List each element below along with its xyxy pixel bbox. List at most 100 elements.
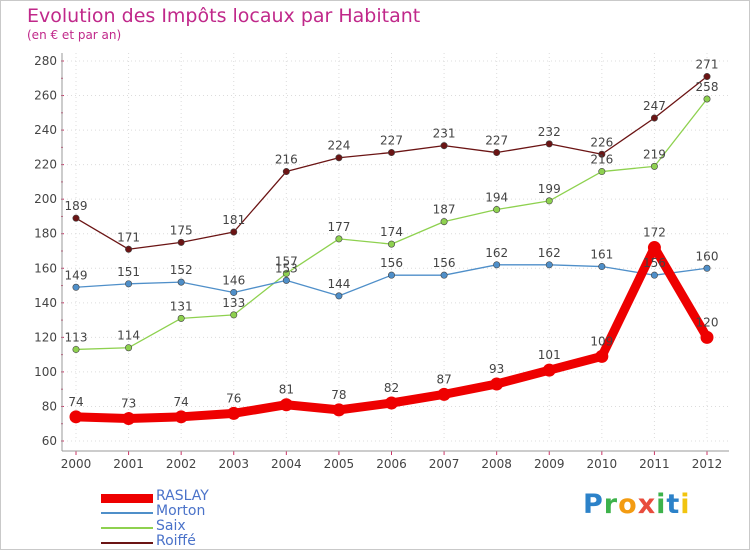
data-label-roiffe-2009: 232 [538,125,561,139]
data-label-raslay-2008: 93 [489,362,504,376]
point-roiffe-2012 [703,73,711,81]
point-raslay-2001 [122,412,136,426]
point-roiffe-2001 [125,245,133,253]
proxiti-logo: Proxiti [583,489,691,520]
y-tick-label-260: 260 [34,89,57,103]
point-morton-2001 [125,280,133,288]
point-saix-2012 [703,95,711,103]
x-tick-label-2005: 2005 [324,457,355,471]
data-label-raslay-2004: 81 [279,383,294,397]
legend-swatch-raslay [101,493,153,503]
x-tick-label-2009: 2009 [534,457,565,471]
point-raslay-2002 [174,410,188,424]
point-raslay-2000 [69,410,83,424]
point-morton-2008 [493,261,501,269]
y-tick-label-200: 200 [34,192,57,206]
data-label-saix-2009: 199 [538,182,561,196]
data-label-saix-2008: 194 [485,191,508,205]
point-raslay-2010 [595,349,609,363]
point-morton-2010 [598,263,606,271]
data-label-saix-2002: 131 [170,299,193,313]
series-lines [69,73,714,426]
point-saix-2004 [282,269,290,277]
data-label-roiffe-2003: 181 [222,213,245,227]
y-tick-label-240: 240 [34,123,57,137]
chart-subtitle: (en € et par an) [27,28,122,42]
y-tick-label-180: 180 [34,227,57,241]
point-roiffe-2008 [493,149,501,157]
x-tick-label-2008: 2008 [481,457,512,471]
legend-swatch-roiffe [101,542,153,544]
data-label-morton-2006: 156 [380,256,403,270]
point-roiffe-2007 [440,142,448,150]
data-label-morton-2002: 152 [170,263,193,277]
data-label-roiffe-2012: 271 [696,58,719,72]
y-tick-label-280: 280 [34,54,57,68]
point-morton-2012 [703,264,711,272]
point-roiffe-2006 [387,149,395,157]
data-label-saix-2006: 174 [380,225,403,239]
data-label-saix-2012: 258 [696,80,719,94]
data-label-raslay-2005: 78 [331,388,346,402]
point-morton-2006 [387,271,395,279]
data-label-morton-2000: 149 [65,268,88,282]
point-morton-2000 [72,283,80,291]
data-label-morton-2005: 144 [327,277,350,291]
point-roiffe-2010 [598,150,606,158]
point-saix-2007 [440,218,448,226]
data-label-roiffe-2008: 227 [485,134,508,148]
y-tick-label-140: 140 [34,296,57,310]
data-label-saix-2007: 187 [433,203,456,217]
x-tick-label-2001: 2001 [113,457,144,471]
point-saix-2010 [598,168,606,176]
data-label-saix-2001: 114 [117,329,140,343]
point-saix-2003 [230,311,238,319]
data-label-roiffe-2007: 231 [433,127,456,141]
point-roiffe-2009 [545,140,553,148]
y-tick-label-220: 220 [34,158,57,172]
point-roiffe-2002 [177,238,185,246]
x-tick-label-2000: 2000 [61,457,92,471]
data-label-morton-2003: 146 [222,273,245,287]
data-labels: 189 171 175 181 216 224 227 231 227 232 226 247 271 1… [65,58,719,411]
x-tick-label-2011: 2011 [639,457,670,471]
point-roiffe-2011 [650,114,658,122]
data-label-raslay-2010: 109 [590,334,613,348]
point-morton-2004 [282,276,290,284]
point-saix-2001 [125,344,133,352]
point-raslay-2009 [542,363,556,377]
data-label-raslay-2012: 120 [696,315,719,329]
point-saix-2000 [72,345,80,353]
point-saix-2006 [387,240,395,248]
data-label-saix-2004: 157 [275,254,298,268]
data-label-raslay-2000: 74 [68,395,83,409]
x-tick-label-2007: 2007 [429,457,460,471]
data-label-morton-2011: 156 [643,256,666,270]
point-raslay-2004 [279,398,293,412]
data-label-saix-2003: 133 [222,296,245,310]
data-label-morton-2009: 162 [538,246,561,260]
data-label-roiffe-2002: 175 [170,223,193,237]
data-label-raslay-2002: 74 [174,395,189,409]
chart-title: Evolution des Impôts locaux par Habitant [27,5,421,27]
point-raslay-2007 [437,387,451,401]
data-label-raslay-2007: 87 [436,372,451,386]
point-raslay-2008 [490,377,504,391]
legend-label-saix: Saix [156,518,186,534]
data-label-saix-2000: 113 [65,330,88,344]
data-label-raslay-2006: 82 [384,381,399,395]
data-label-morton-2004: 153 [275,261,298,275]
data-label-morton-2008: 162 [485,246,508,260]
data-label-morton-2010: 161 [590,248,613,262]
data-label-roiffe-2010: 226 [590,135,613,149]
point-raslay-2003 [227,406,241,420]
point-saix-2005 [335,235,343,243]
x-tick-label-2003: 2003 [218,457,249,471]
point-saix-2011 [650,162,658,170]
point-morton-2002 [177,278,185,286]
point-roiffe-2005 [335,154,343,162]
point-morton-2007 [440,271,448,279]
data-label-morton-2007: 156 [433,256,456,270]
point-saix-2008 [493,206,501,214]
